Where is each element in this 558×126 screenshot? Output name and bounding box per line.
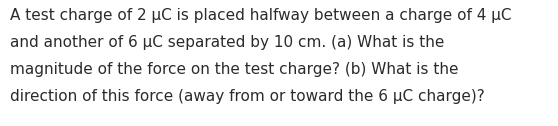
Text: magnitude of the force on the test charge? (b) What is the: magnitude of the force on the test charg…	[10, 62, 459, 77]
Text: direction of this force (away from or toward the 6 μC charge)?: direction of this force (away from or to…	[10, 89, 485, 104]
Text: and another of 6 μC separated by 10 cm. (a) What is the: and another of 6 μC separated by 10 cm. …	[10, 35, 444, 50]
Text: A test charge of 2 μC is placed halfway between a charge of 4 μC: A test charge of 2 μC is placed halfway …	[10, 8, 512, 23]
